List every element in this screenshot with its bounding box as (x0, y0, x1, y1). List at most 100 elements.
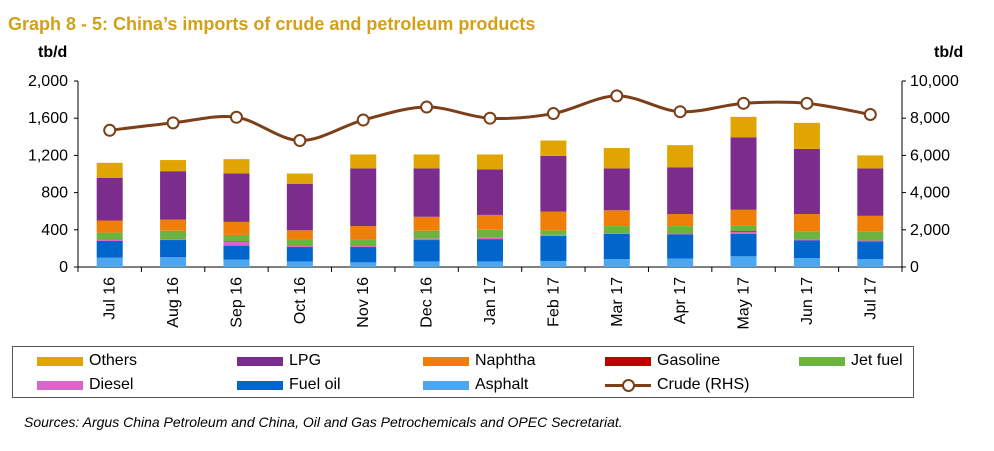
bar-fuel-oil (286, 247, 313, 262)
bar-asphalt (477, 261, 503, 267)
bar-jet-fuel (286, 239, 313, 247)
bar-naphtha (350, 226, 377, 240)
legend-swatch-jet-fuel (799, 356, 845, 366)
bar-others (413, 154, 440, 169)
bar-others (160, 160, 187, 172)
x-tick-label: Dec 16 (419, 277, 436, 328)
bar-asphalt (603, 259, 630, 267)
legend-swatch-others (37, 356, 83, 366)
bar-diesel (96, 240, 123, 241)
y-tick-label-right: 2,000 (910, 222, 950, 239)
x-tick-label: Jan 17 (482, 277, 499, 325)
bar-lpg (857, 168, 884, 216)
bar-jet-fuel (667, 226, 694, 234)
x-tick-label: Apr 17 (672, 277, 689, 324)
bar-naphtha (477, 214, 503, 230)
bar-jet-fuel (730, 225, 757, 232)
bar-asphalt (286, 261, 313, 267)
bar-lpg (223, 173, 250, 222)
bar-jet-fuel (477, 229, 503, 238)
bar-jet-fuel (603, 226, 630, 234)
bar-naphtha (603, 210, 630, 227)
bar-asphalt (667, 258, 694, 267)
x-tick-label: Mar 17 (609, 277, 626, 327)
bar-lpg (413, 168, 440, 217)
bar-asphalt (223, 259, 250, 267)
bar-jet-fuel (413, 230, 440, 239)
y-tick-label-right: 4,000 (910, 185, 950, 202)
bar-others (96, 162, 123, 178)
y-tick-label-left: 400 (41, 222, 68, 239)
source-note: Sources: Argus China Petroleum and China… (24, 414, 623, 430)
legend-label-gasoline: Gasoline (657, 352, 721, 369)
bar-lpg (540, 155, 567, 212)
bar-lpg (350, 168, 377, 227)
point-crude (420, 100, 434, 114)
legend-item-naphtha: Naphtha (423, 351, 536, 371)
legend-swatch-lpg (237, 356, 283, 366)
bar-asphalt (857, 259, 884, 267)
bar-naphtha (413, 216, 440, 231)
legend-item-others: Others (37, 351, 137, 371)
x-tick-label: Sep 16 (228, 277, 245, 328)
bar-diesel (857, 240, 884, 242)
bar-jet-fuel (857, 231, 884, 241)
x-tick-label: Jul 16 (102, 277, 119, 320)
bar-naphtha (793, 213, 820, 232)
y-tick-label-left: 0 (59, 259, 68, 276)
bar-diesel (603, 233, 630, 234)
bar-fuel-oil (413, 240, 440, 262)
bar-others (793, 122, 820, 149)
bar-jet-fuel (96, 232, 123, 241)
bar-jet-fuel (160, 230, 187, 240)
bar-lpg (160, 171, 187, 220)
legend-item-asphalt: Asphalt (423, 375, 528, 395)
point-crude (863, 107, 877, 121)
bar-asphalt (413, 261, 440, 267)
bar-diesel (413, 238, 440, 241)
bar-naphtha (160, 219, 187, 231)
right-axis-unit: tb/d (934, 44, 964, 61)
bar-others (286, 173, 313, 184)
legend-swatch-fuel-oil (237, 380, 283, 390)
legend-swatch-naphtha (423, 356, 469, 366)
x-tick-label: Oct 16 (292, 277, 309, 324)
bar-jet-fuel (223, 234, 250, 242)
bar-others (350, 154, 377, 169)
point-crude (610, 89, 624, 103)
bar-jet-fuel (540, 230, 567, 235)
chart-plot: 0 400 800 1,200 1,600 2,000 0 2,000 4,000 6,000 8,… (28, 73, 959, 330)
bar-others (730, 116, 757, 138)
left-axis-unit: tb/d (38, 44, 68, 61)
legend-label-others: Others (89, 352, 138, 369)
bar-diesel (477, 237, 503, 240)
y-tick-label-right: 6,000 (910, 147, 950, 164)
bar-lpg (730, 137, 757, 210)
x-tick-label: Aug 16 (165, 277, 182, 328)
chart-legend: Others LPG Naphtha Gasoline Jet fuel Die… (12, 346, 914, 398)
bar-diesel (793, 239, 820, 241)
legend-label-asphalt: Asphalt (475, 376, 529, 393)
bar-jet-fuel (793, 231, 820, 240)
bar-fuel-oil (477, 239, 503, 262)
y-tick-label-left: 2,000 (28, 73, 68, 90)
point-crude (229, 110, 243, 124)
x-tick-label: May 17 (736, 277, 753, 330)
y-tick-label-right: 8,000 (910, 110, 950, 127)
bar-gasoline (730, 231, 757, 233)
bar-naphtha (857, 215, 884, 232)
bar-diesel (667, 233, 694, 235)
bar-naphtha (286, 230, 313, 240)
legend-label-fuel-oil: Fuel oil (289, 376, 341, 393)
legend-item-diesel: Diesel (37, 375, 133, 395)
legend-item-lpg: LPG (237, 351, 321, 371)
legend-item-jet-fuel: Jet fuel (799, 351, 903, 371)
bar-jet-fuel (350, 239, 377, 247)
y-tick-label-right: 0 (910, 259, 919, 276)
bar-lpg (286, 183, 313, 231)
y-tick-label-left: 800 (41, 185, 68, 202)
bar-asphalt (540, 260, 567, 267)
legend-swatch-gasoline (605, 356, 651, 366)
bar-asphalt (96, 257, 123, 267)
bar-fuel-oil (350, 247, 377, 263)
